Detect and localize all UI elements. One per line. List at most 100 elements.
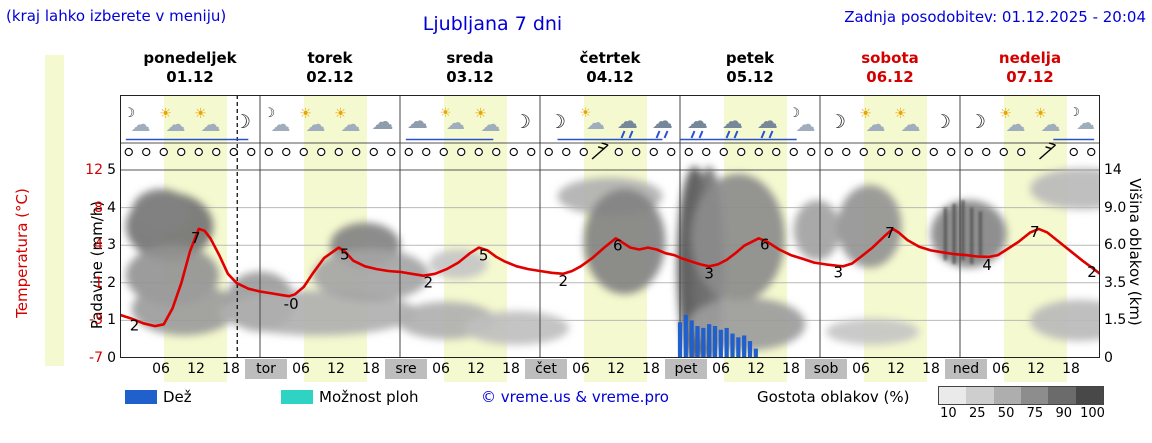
- density-tick: 10: [940, 406, 957, 421]
- weather-icon-moon: ☽: [549, 111, 566, 133]
- svg-text:☀: ☀: [194, 106, 207, 122]
- day-name: sreda: [446, 49, 494, 67]
- calm-wind-icon: [509, 147, 518, 157]
- time-label: 12: [327, 361, 345, 377]
- calm-wind-icon: [667, 147, 676, 157]
- wind-barb-icon: [591, 142, 609, 160]
- calm-wind-icon: [387, 147, 396, 157]
- calm-wind-icon: [632, 147, 641, 157]
- weather-icon-sun-cloud: ☀☁: [299, 106, 325, 136]
- day-header: petek 05.12: [680, 49, 820, 87]
- day-name: četrtek: [579, 49, 641, 67]
- temperature-label: 7: [885, 224, 895, 242]
- weather-icon-cloud-drizzle: ☁: [757, 109, 778, 139]
- weather-icon-cloud-drizzle: ☁: [617, 109, 638, 139]
- calm-wind-icon: [159, 147, 168, 157]
- density-segment: [966, 387, 994, 404]
- svg-text:☀: ☀: [999, 106, 1012, 122]
- svg-text:☽: ☽: [234, 111, 251, 133]
- wind-barb-icon: [1039, 142, 1056, 160]
- calm-wind-icon: [894, 147, 903, 157]
- cloud-height-tick: 6.0: [1104, 237, 1127, 254]
- day-header: nedelja 07.12: [960, 49, 1100, 87]
- location-menu-hint: (kraj lahko izberete v meniju): [6, 7, 227, 25]
- temperature-label: 7: [191, 229, 201, 247]
- day-header: torek 02.12: [260, 49, 400, 87]
- temperature-label: 3: [704, 264, 714, 282]
- temperature-tick: -3: [89, 312, 103, 329]
- temperature-label: 7: [1030, 223, 1040, 241]
- weather-icon-cloud-fog: ☁: [407, 109, 428, 133]
- temperature-label: 2: [559, 272, 569, 290]
- precip-tick: 0: [107, 350, 116, 366]
- svg-text:☀: ☀: [1034, 106, 1047, 122]
- calm-wind-icon: [859, 147, 868, 157]
- svg-text:☽: ☽: [124, 106, 136, 121]
- calm-wind-icon: [684, 147, 693, 157]
- calm-wind-icon: [1069, 147, 1078, 157]
- calm-wind-icon: [737, 147, 746, 157]
- weather-icon-moon-cloud: ☽☁: [264, 106, 291, 136]
- calm-wind-icon: [877, 147, 886, 157]
- density-tick: 100: [1080, 406, 1105, 421]
- precip-tick: 2: [107, 274, 116, 291]
- svg-text:☀: ☀: [894, 106, 907, 122]
- day-header: sobota 06.12: [820, 49, 960, 87]
- day-date: 02.12: [306, 68, 354, 86]
- weather-icon-sun-cloud: ☀☁: [159, 106, 185, 136]
- temperature-tick: 1: [94, 274, 103, 291]
- time-label: 12: [887, 361, 905, 377]
- svg-text:☁: ☁: [617, 109, 638, 133]
- day-abbrev-box: tor: [245, 359, 287, 379]
- calm-wind-icon: [999, 147, 1008, 157]
- temperature-label: 2: [130, 317, 140, 335]
- weather-icon-moon-cloud: ☽☁: [789, 106, 816, 136]
- calm-wind-icon: [457, 147, 466, 157]
- temperature-tick: 12: [85, 162, 103, 178]
- svg-text:☽: ☽: [789, 106, 801, 121]
- day-date: 07.12: [1006, 68, 1054, 86]
- weather-icon-moon: ☽: [829, 111, 846, 133]
- density-segment: [1020, 387, 1049, 404]
- day-name: nedelja: [998, 49, 1062, 67]
- weather-icon-sun-cloud: ☀☁: [859, 106, 885, 136]
- weather-icon-cloud-drizzle: ☁: [687, 109, 708, 139]
- cloud-height-tick: 0: [1104, 350, 1113, 366]
- svg-text:☀: ☀: [859, 106, 872, 122]
- cloud-density-ticks: 10 25 50 75 90 100: [934, 406, 1107, 421]
- svg-text:☁: ☁: [901, 112, 921, 136]
- svg-text:☁: ☁: [722, 109, 743, 133]
- cloud-height-tick: 3.5: [1104, 274, 1127, 291]
- density-tick: 25: [968, 406, 986, 421]
- density-tick: 75: [1026, 406, 1044, 421]
- day-date: 05.12: [726, 68, 774, 86]
- temperature-tick: 8: [94, 199, 103, 216]
- svg-text:☀: ☀: [159, 106, 172, 122]
- svg-text:☁: ☁: [201, 112, 221, 136]
- calm-wind-icon: [229, 147, 238, 157]
- calm-wind-icon: [579, 147, 588, 157]
- weather-icon-moon: ☽: [234, 111, 251, 133]
- daylight-band-bottom: [584, 358, 647, 382]
- time-label: 12: [747, 361, 765, 377]
- day-date: 04.12: [586, 68, 634, 86]
- temperature-label: 2: [424, 274, 434, 292]
- weather-icon-moon-cloud-fog: ☽☁: [1069, 105, 1095, 134]
- calm-wind-icon: [299, 147, 308, 157]
- temperature-label: 2: [1087, 263, 1097, 281]
- svg-text:☀: ☀: [580, 106, 592, 121]
- svg-text:☁: ☁: [341, 112, 361, 136]
- time-label: 18: [922, 361, 940, 377]
- weather-icon-sun-cloud: ☀☁: [334, 106, 360, 136]
- calm-wind-icon: [124, 147, 133, 157]
- time-label: 12: [467, 361, 485, 377]
- svg-text:☽: ☽: [934, 111, 951, 133]
- copyright-link[interactable]: © vreme.us & vreme.pro: [481, 388, 669, 406]
- calm-wind-icon: [929, 147, 938, 157]
- cloud-height-tick: 14: [1104, 162, 1122, 178]
- time-label: 06: [432, 361, 450, 377]
- weather-icon-cloud-drizzle: ☁: [722, 109, 743, 139]
- svg-text:☁: ☁: [796, 112, 816, 136]
- daylight-band-bottom: [304, 358, 367, 382]
- left-daylight-strip: [45, 55, 64, 366]
